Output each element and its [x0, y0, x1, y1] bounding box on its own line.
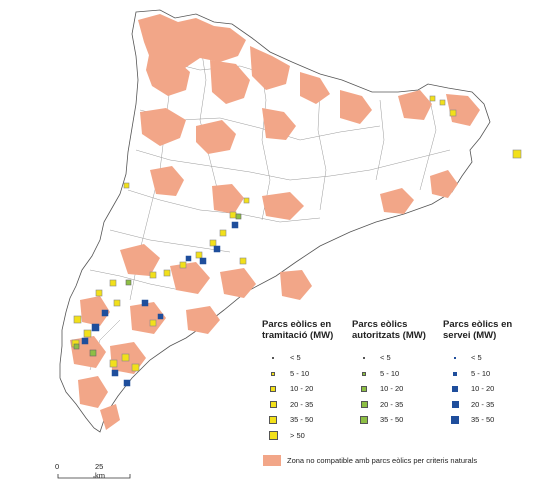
park-marker: [113, 299, 121, 307]
legend-label: 10 - 20: [290, 384, 314, 393]
park-marker: [125, 279, 132, 286]
park-marker: [141, 299, 149, 307]
zone-label: Zona no compatible amb parcs eòlics per …: [287, 456, 478, 465]
legend-swatch: [454, 357, 456, 359]
legend-label: < 5: [471, 353, 482, 362]
park-marker: [121, 353, 130, 362]
legend-swatch: [363, 357, 365, 359]
parks-autoritzats: [73, 213, 242, 357]
legend-label: 20 - 35: [290, 399, 314, 409]
legend-servei: Parcs eòlics en servei (MW): [443, 319, 523, 341]
parks-tramitacio: [71, 95, 522, 372]
legend-label: < 5: [380, 353, 391, 362]
legend-label: > 50: [290, 430, 305, 440]
legend-tramitacio: Parcs eòlics en tramitació (MW): [262, 319, 352, 341]
park-marker: [149, 271, 157, 279]
legend-label: 5 - 10: [380, 368, 400, 378]
park-marker: [123, 379, 131, 387]
legend-swatch: [272, 357, 274, 359]
park-marker: [429, 95, 436, 102]
scale-end: 25 km: [95, 462, 105, 480]
park-marker: [449, 109, 457, 117]
park-marker: [83, 329, 92, 338]
park-marker: [109, 359, 118, 368]
park-marker: [195, 251, 203, 259]
park-marker: [111, 369, 119, 377]
park-marker: [73, 315, 82, 324]
legend-label: 35 - 50: [380, 415, 404, 424]
park-marker: [243, 197, 250, 204]
legend-label: 5 - 10: [471, 368, 491, 378]
park-marker: [149, 319, 157, 327]
legend-title-autoritzats: Parcs eòlics autoritzats (MW): [352, 319, 426, 341]
park-marker: [512, 149, 522, 159]
park-marker: [163, 269, 171, 277]
legend-swatch: [361, 386, 367, 392]
park-marker: [89, 349, 97, 357]
park-marker: [81, 337, 89, 345]
legend-swatch: [451, 401, 459, 408]
legend-title-servei: Parcs eòlics en servei (MW): [443, 319, 513, 341]
scale-start: 0: [55, 462, 60, 471]
zone-swatch: [263, 455, 281, 466]
legend-title-tramitacio: Parcs eòlics en tramitació (MW): [262, 319, 334, 341]
legend-label: 35 - 50: [471, 415, 495, 424]
legend-label: 20 - 35: [471, 399, 495, 409]
legend-swatch: [360, 416, 368, 424]
park-marker: [439, 99, 446, 106]
park-marker: [73, 343, 80, 350]
legend-swatch: [270, 386, 276, 392]
park-marker: [109, 279, 117, 287]
park-marker: [179, 261, 187, 269]
legend-label: 35 - 50: [290, 415, 314, 424]
legend-autoritzats: Parcs eòlics autoritzats (MW): [352, 319, 432, 341]
park-marker: [231, 221, 239, 229]
legend-label: < 5: [290, 353, 301, 362]
park-marker: [199, 257, 207, 265]
park-marker: [185, 255, 192, 262]
park-marker: [219, 229, 227, 237]
legend-swatch: [362, 371, 366, 376]
park-marker: [209, 239, 217, 247]
park-marker: [239, 257, 247, 265]
scale-bar-line: [57, 474, 131, 479]
legend-swatch: [452, 386, 458, 392]
legend-label: 20 - 35: [380, 399, 404, 409]
park-marker: [131, 363, 140, 372]
park-marker: [157, 313, 164, 320]
legend-label: 5 - 10: [290, 368, 310, 378]
legend-swatch: [453, 371, 457, 376]
park-marker: [213, 245, 221, 253]
legend-swatch: [268, 431, 278, 440]
legend-swatch: [271, 371, 275, 376]
park-marker: [91, 323, 100, 332]
legend-swatch: [451, 416, 459, 424]
legend-swatch: [269, 401, 277, 408]
legend-swatch: [269, 416, 277, 424]
park-marker: [235, 213, 242, 220]
parks-servei: [81, 221, 239, 387]
exclusion-zones: [70, 14, 480, 430]
park-marker: [95, 289, 103, 297]
legend-label: 10 - 20: [380, 384, 404, 393]
legend-swatch: [360, 401, 368, 408]
park-marker: [229, 211, 237, 219]
legend-label: 10 - 20: [471, 384, 495, 393]
park-marker: [123, 182, 130, 189]
park-marker: [101, 309, 109, 317]
